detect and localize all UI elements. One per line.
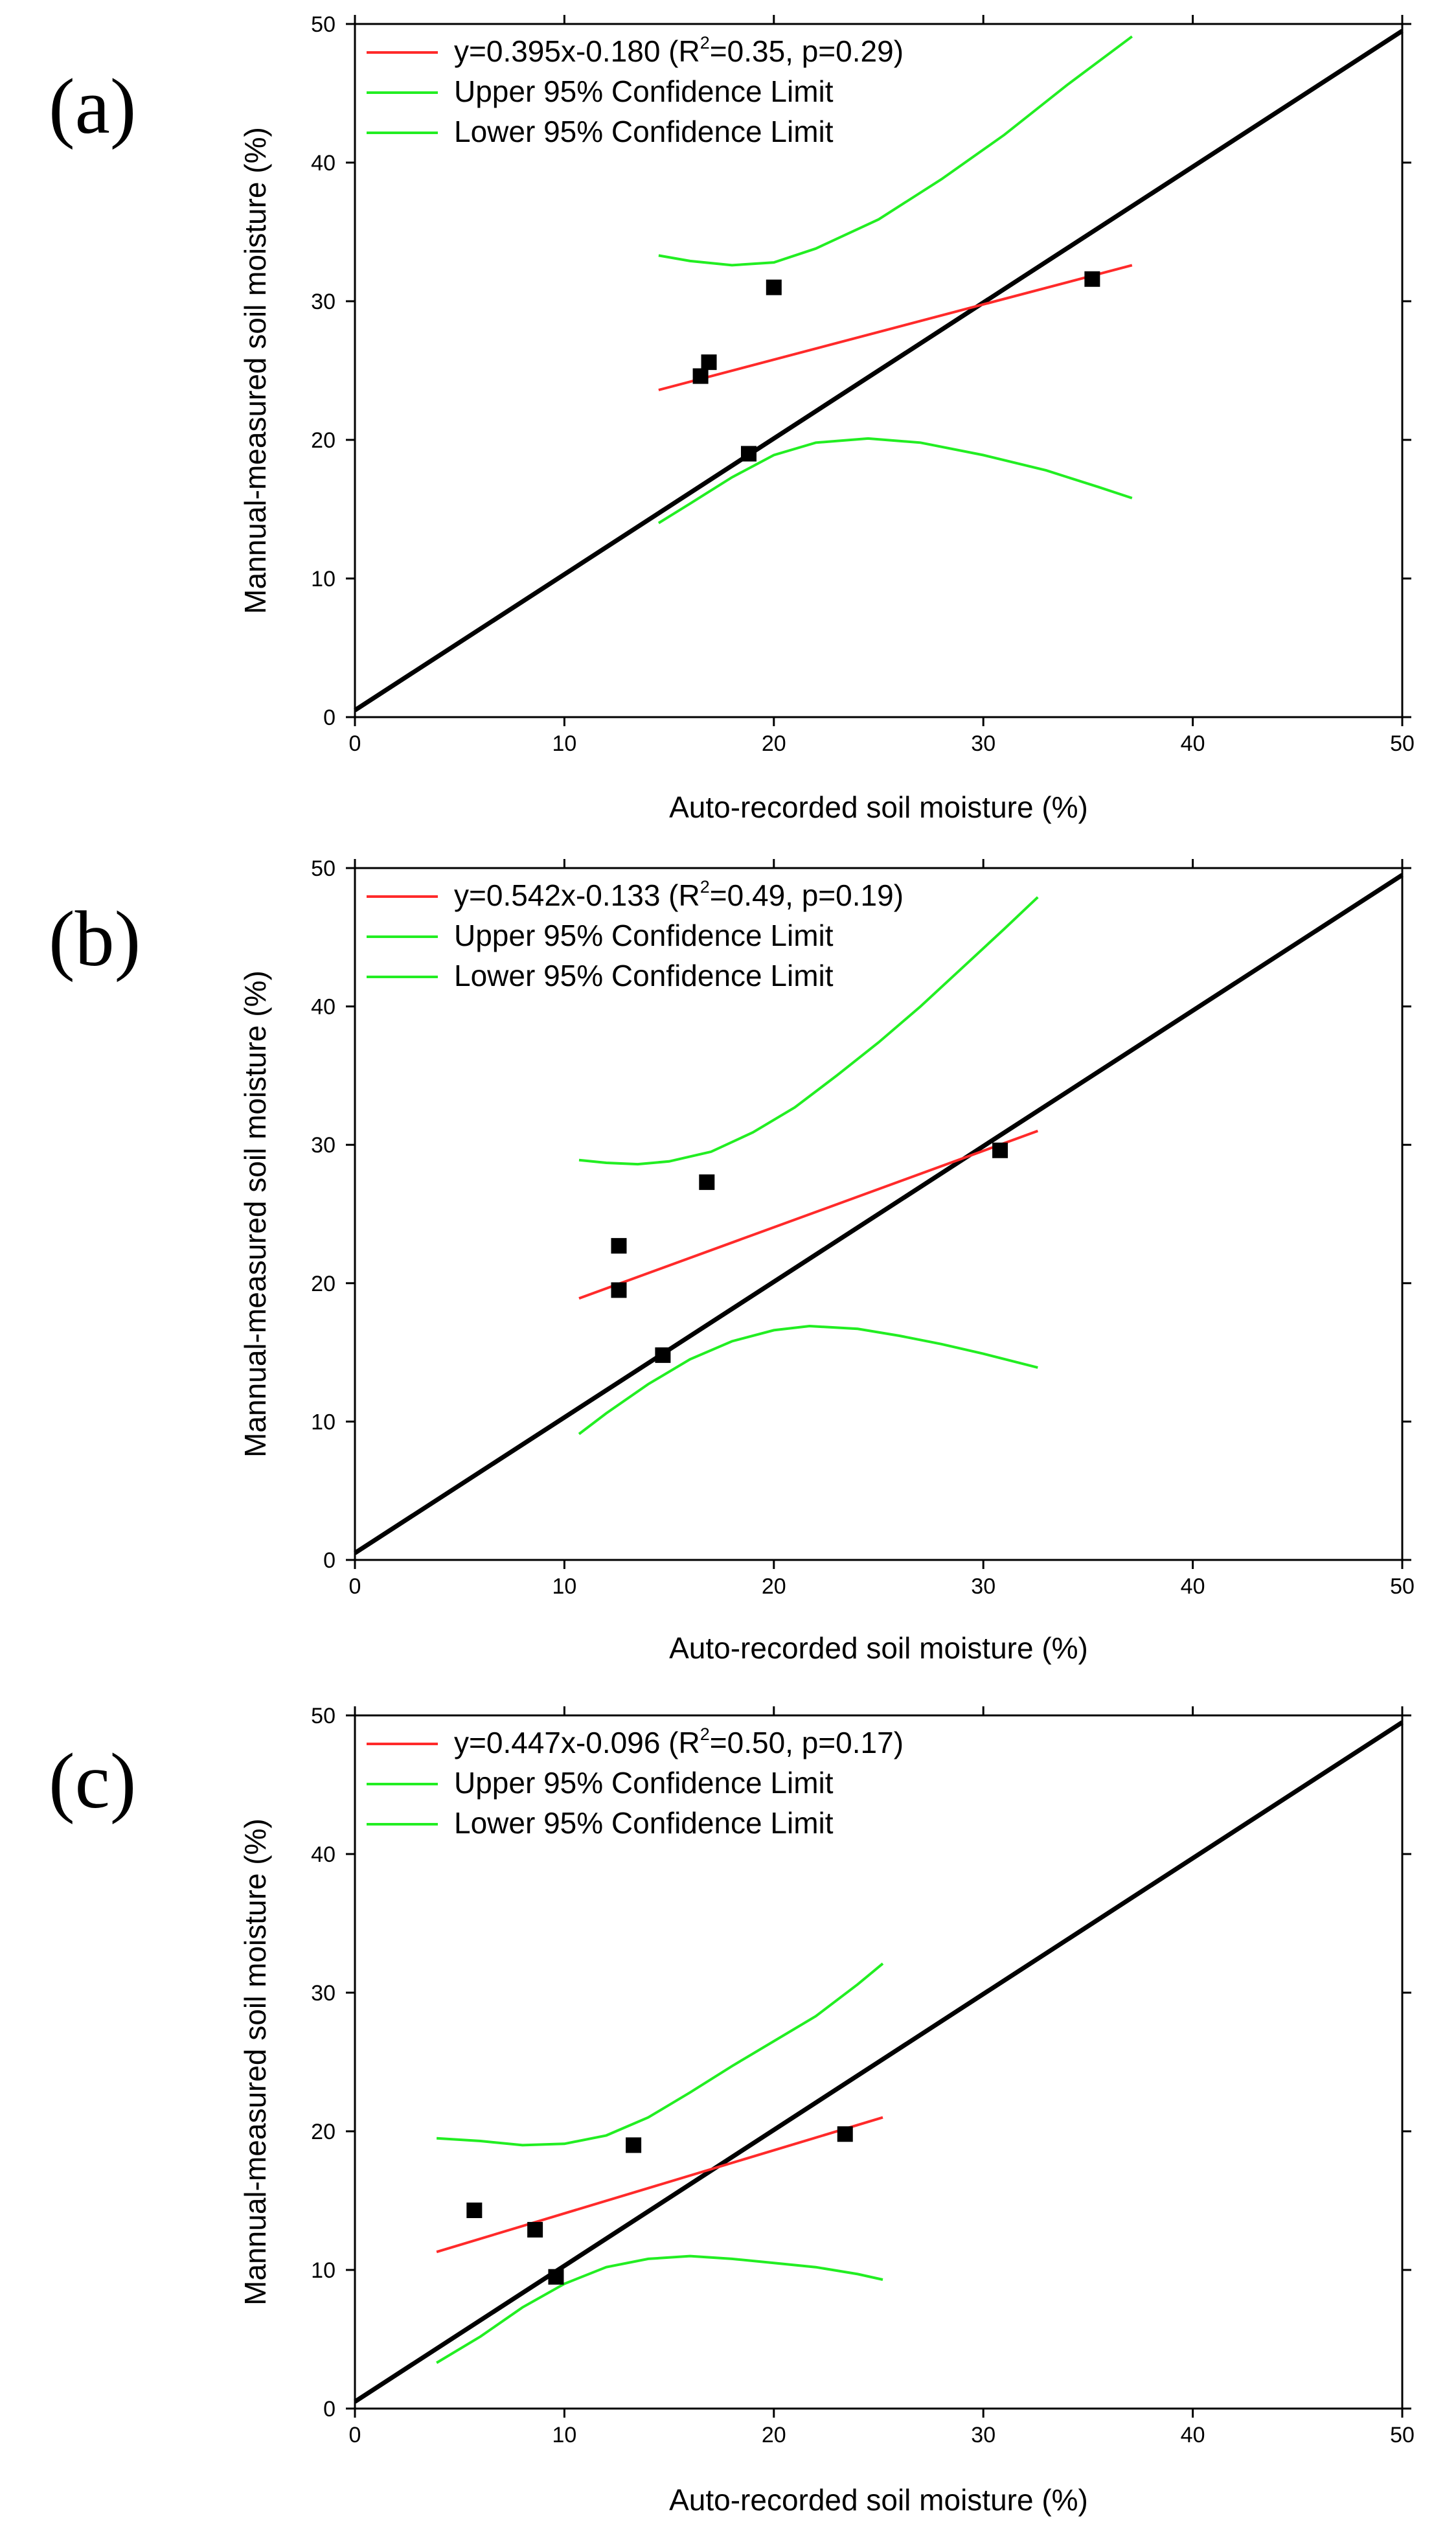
y-tick-label: 20 — [311, 428, 336, 453]
y-tick-label: 40 — [311, 1842, 336, 1867]
x-tick-label: 50 — [1390, 2423, 1415, 2447]
x-tick-label: 10 — [552, 731, 576, 756]
y-tick-label: 50 — [311, 1704, 336, 1728]
upper-confidence-line — [436, 1962, 884, 2147]
data-point — [1084, 271, 1100, 287]
x-axis-title: Auto-recorded soil moisture (%) — [669, 1631, 1088, 1665]
panel-c: (c) 0 10 20 30 40 50 0 10 20 30 40 50 Auto-recorded s… — [49, 1704, 1415, 2517]
fit-line — [658, 264, 1133, 391]
fit-line — [436, 2116, 883, 2254]
data-point — [466, 2202, 483, 2218]
x-axis-title: Auto-recorded soil moisture (%) — [669, 2483, 1088, 2517]
x-tick-label: 30 — [971, 1574, 995, 1599]
legend-fit-suffix: =0.35, p=0.29) — [710, 34, 904, 68]
x-tick-label: 10 — [552, 1574, 576, 1599]
plot-frame — [354, 1714, 1404, 2410]
y-axis-title: Mannual-measured soil moisture (%) — [238, 127, 272, 614]
x-tick-label: 10 — [552, 2423, 576, 2447]
y-axis-title: Mannual-measured soil moisture (%) — [238, 970, 272, 1458]
y-tick-label: 10 — [311, 1410, 336, 1434]
x-tick-label: 40 — [1181, 1574, 1205, 1599]
x-tick-label: 50 — [1390, 731, 1415, 756]
y-tick-label: 20 — [311, 1272, 336, 1296]
legend-fit-label: y=0.447x-0.096 (R2=0.50, p=0.17) — [454, 1724, 904, 1759]
legend-fit-suffix: =0.50, p=0.17) — [710, 1726, 904, 1759]
panel-label: (c) — [49, 1737, 136, 1825]
x-tick-label: 40 — [1181, 731, 1205, 756]
x-tick-label: 50 — [1390, 1574, 1415, 1599]
x-tick-label: 40 — [1181, 2423, 1205, 2447]
data-point — [548, 2269, 564, 2285]
data-point — [992, 1142, 1008, 1158]
plot-frame — [354, 867, 1404, 1561]
data-point — [626, 2137, 642, 2153]
upper-confidence-line — [658, 35, 1133, 267]
legend-upper-label: Upper 95% Confidence Limit — [454, 1766, 834, 1800]
legend-fit-superscript: 2 — [700, 33, 710, 52]
x-tick-label: 20 — [762, 1574, 786, 1599]
x-axis-title: Auto-recorded soil moisture (%) — [669, 790, 1088, 824]
y-tick-label: 30 — [311, 1981, 336, 2006]
legend-upper-label: Upper 95% Confidence Limit — [454, 919, 834, 952]
panel-b: (b) 0 10 20 30 40 50 0 10 20 30 40 50 Auto-recorded s… — [49, 856, 1415, 1665]
x-tick-label: 0 — [349, 2423, 361, 2447]
upper-confidence-line — [578, 896, 1039, 1166]
x-tick-label: 30 — [971, 2423, 995, 2447]
y-tick-label: 0 — [323, 705, 336, 730]
data-point — [611, 1238, 627, 1254]
x-tick-label: 30 — [971, 731, 995, 756]
data-point — [527, 2221, 543, 2238]
identity-line — [354, 873, 1404, 1555]
y-tick-label: 10 — [311, 2258, 336, 2283]
y-tick-label: 50 — [311, 856, 336, 881]
legend-upper-label: Upper 95% Confidence Limit — [454, 74, 834, 108]
y-tick-label: 30 — [311, 1133, 336, 1158]
lower-confidence-line — [436, 2254, 883, 2365]
lower-confidence-line — [578, 1324, 1038, 1436]
data-point — [701, 354, 717, 371]
y-tick-label: 10 — [311, 567, 336, 591]
y-tick-label: 0 — [323, 1548, 336, 1573]
plot-frame — [354, 23, 1404, 718]
legend-fit-prefix: y=0.395x-0.180 (R — [454, 34, 700, 68]
panel-a: (a) 0 10 20 30 40 50 0 10 20 30 40 50 Auto-recorded s… — [49, 12, 1415, 824]
data-point — [837, 2126, 853, 2142]
legend-fit-prefix: y=0.447x-0.096 (R — [454, 1726, 700, 1759]
data-point — [766, 279, 782, 295]
y-tick-label: 20 — [311, 2120, 336, 2144]
x-tick-label: 20 — [762, 2423, 786, 2447]
x-tick-label: 0 — [349, 1574, 361, 1599]
y-tick-label: 30 — [311, 290, 336, 314]
lower-confidence-line — [657, 437, 1133, 525]
legend-fit-superscript: 2 — [700, 1724, 710, 1744]
legend-fit-label: y=0.542x-0.133 (R2=0.49, p=0.19) — [454, 877, 904, 912]
panel-label: (b) — [49, 895, 141, 983]
data-point — [611, 1282, 627, 1298]
legend-fit-label: y=0.395x-0.180 (R2=0.35, p=0.29) — [454, 33, 904, 68]
identity-line — [354, 29, 1404, 713]
legend-lower-label: Lower 95% Confidence Limit — [454, 115, 834, 148]
data-point — [740, 446, 756, 462]
legend-fit-suffix: =0.49, p=0.19) — [710, 878, 904, 912]
panel-label: (a) — [49, 63, 136, 150]
legend-lower-label: Lower 95% Confidence Limit — [454, 959, 834, 992]
data-point — [699, 1174, 715, 1190]
y-tick-label: 50 — [311, 12, 336, 37]
x-tick-label: 20 — [762, 731, 786, 756]
legend-fit-prefix: y=0.542x-0.133 (R — [454, 878, 700, 912]
x-tick-label: 0 — [349, 731, 361, 756]
y-tick-label: 40 — [311, 151, 336, 176]
data-point — [692, 368, 709, 384]
legend-fit-superscript: 2 — [700, 877, 710, 897]
identity-line — [354, 1720, 1404, 2404]
y-axis-title: Mannual-measured soil moisture (%) — [238, 1818, 272, 2306]
data-point — [655, 1347, 671, 1363]
fit-line — [578, 1129, 1038, 1300]
legend-lower-label: Lower 95% Confidence Limit — [454, 1806, 834, 1840]
y-tick-label: 0 — [323, 2397, 336, 2422]
y-tick-label: 40 — [311, 995, 336, 1020]
